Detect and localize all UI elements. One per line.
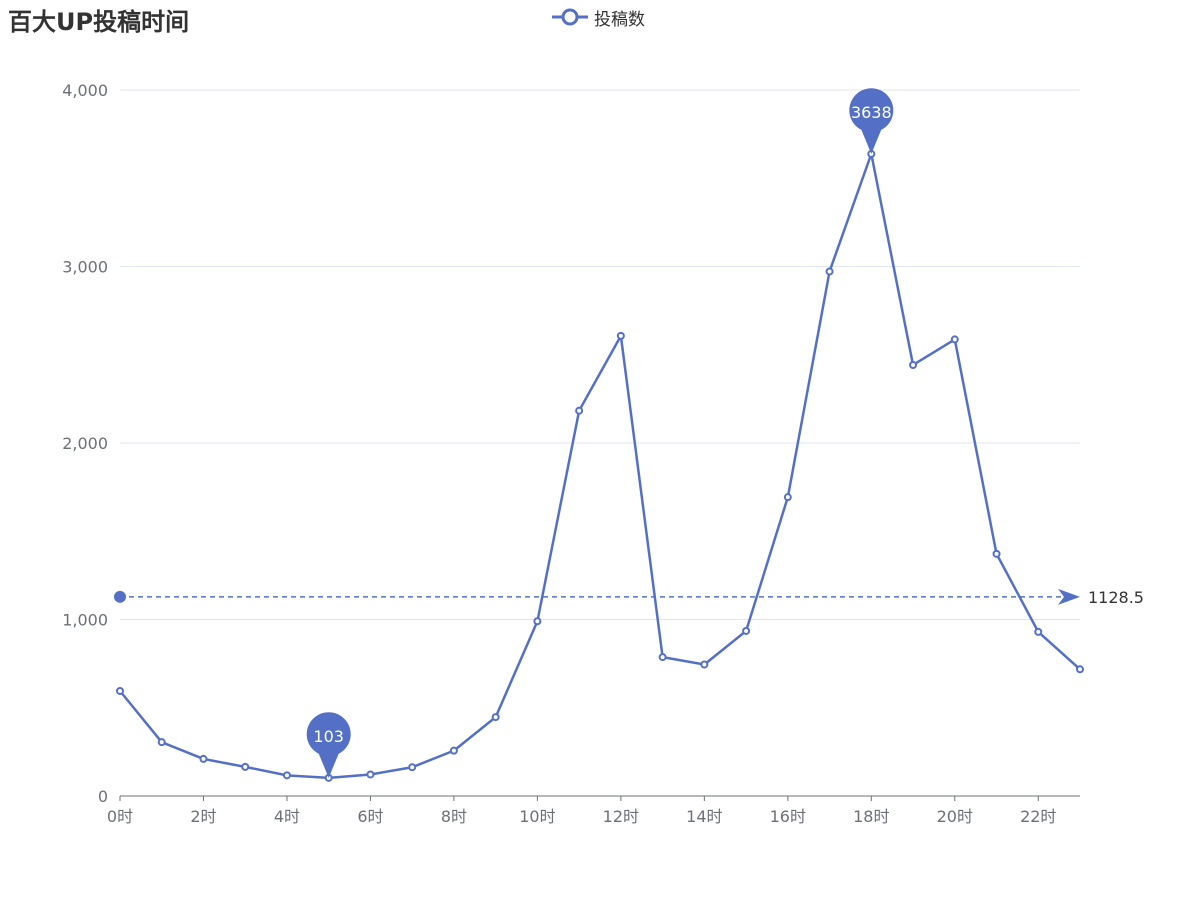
mark-point-pin <box>306 712 351 778</box>
legend-label: 投稿数 <box>594 9 645 30</box>
data-point <box>449 746 458 755</box>
x-tick-label: 22时 <box>1020 807 1056 826</box>
x-tick-label: 10时 <box>519 807 555 826</box>
x-tick-label: 2时 <box>190 807 216 826</box>
data-point <box>616 331 625 340</box>
x-tick-label: 4时 <box>274 807 300 826</box>
legend[interactable]: 投稿数 <box>552 4 645 30</box>
data-point <box>241 762 250 771</box>
x-tick-label: 18时 <box>853 807 889 826</box>
x-tick-label: 6时 <box>357 807 383 826</box>
data-point <box>282 771 291 780</box>
x-tick-label: 20时 <box>937 807 973 826</box>
data-point <box>742 626 751 635</box>
x-tick-label: 12时 <box>603 807 639 826</box>
data-point <box>909 360 918 369</box>
data-point <box>825 267 834 276</box>
mark-point-pin <box>849 88 894 154</box>
data-point <box>575 406 584 415</box>
data-point <box>950 335 959 344</box>
data-point <box>408 763 417 772</box>
data-point <box>533 617 542 626</box>
average-mark-line-start <box>114 590 126 603</box>
y-tick-label: 0 <box>98 787 108 806</box>
average-mark-line-label: 1128.5 <box>1088 588 1144 607</box>
data-point <box>1076 665 1084 674</box>
series-line <box>119 152 1081 780</box>
y-tick-label: 4,000 <box>62 81 108 100</box>
data-point <box>700 660 709 669</box>
x-tick-label: 0时 <box>107 807 133 826</box>
data-point <box>199 754 208 763</box>
data-point <box>658 653 667 662</box>
data-point <box>992 549 1001 558</box>
x-tick-label: 14时 <box>686 807 722 826</box>
legend-line-icon <box>552 8 588 26</box>
mark-point-label: 3638 <box>851 103 892 122</box>
data-point <box>116 686 124 695</box>
data-point <box>366 770 375 779</box>
y-tick-label: 1,000 <box>62 611 108 630</box>
chart-title: 百大UP投稿时间 <box>8 8 190 36</box>
x-tick-label: 8时 <box>441 807 467 826</box>
data-point <box>783 493 792 502</box>
y-tick-label: 3,000 <box>62 258 108 277</box>
data-point <box>491 713 500 722</box>
data-point <box>1034 627 1043 636</box>
data-point <box>157 738 166 747</box>
average-mark-line-arrow <box>1058 588 1080 605</box>
mark-point-label: 103 <box>313 727 344 746</box>
y-tick-label: 2,000 <box>62 434 108 453</box>
x-tick-label: 16时 <box>770 807 806 826</box>
